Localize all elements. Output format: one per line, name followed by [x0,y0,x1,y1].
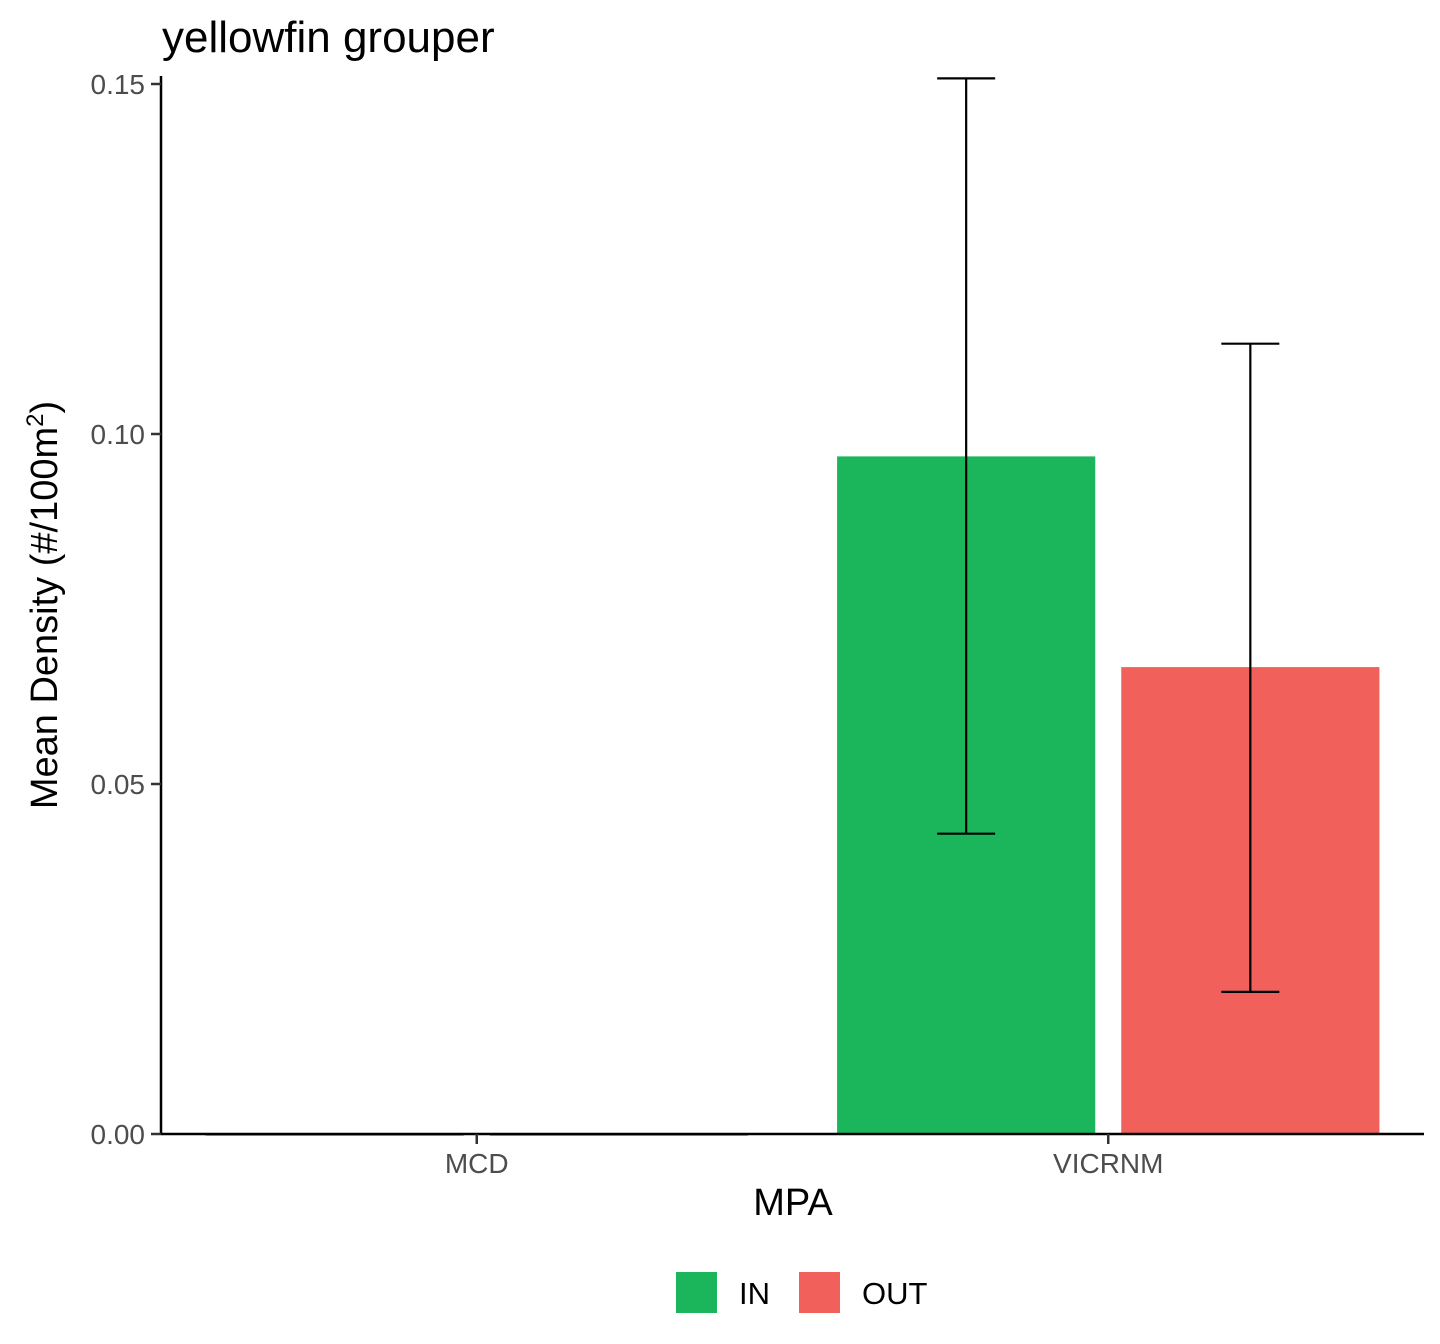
x-tick-label: VICRNM [1053,1148,1163,1179]
y-tick-label: 0.05 [91,769,146,800]
y-axis-title: Mean Density (#/100m2) [22,401,66,809]
x-ticks: MCD VICRNM [445,1134,1163,1179]
y-axis-title-superscript: 2 [22,414,49,427]
legend-key-out [799,1272,840,1313]
legend: IN OUT [676,1272,928,1313]
y-tick-label: 0.15 [91,69,146,100]
errorbars-layer [937,77,1280,994]
y-ticks: 0.00 0.05 0.10 0.15 [91,69,161,1150]
legend-label-out: OUT [862,1276,928,1311]
legend-key-in [676,1272,717,1313]
y-axis-title-main: Mean Density (#/100m [24,427,66,809]
x-tick-label: MCD [445,1148,509,1179]
chart-title: yellowfin grouper [162,13,495,62]
legend-label-in: IN [739,1276,770,1311]
y-tick-label: 0.00 [91,1119,146,1150]
y-tick-label: 0.10 [91,419,146,450]
x-axis-title: MPA [753,1182,833,1224]
y-axis-title-suffix: ) [24,401,66,414]
bars-layer [205,456,1380,1136]
